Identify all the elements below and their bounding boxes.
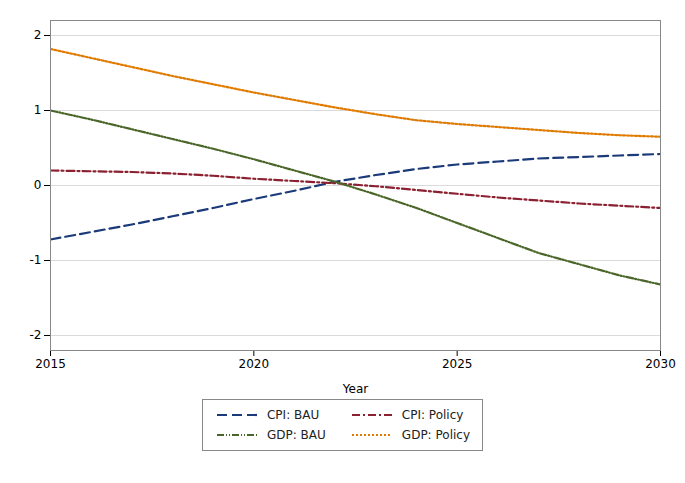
svg-text:2020: 2020 <box>239 357 270 371</box>
svg-text:2015: 2015 <box>35 357 66 371</box>
html-text:CPI: Policy: CPI: Policy <box>401 408 464 422</box>
svg-text:0: 0 <box>34 178 42 192</box>
svg-text:1: 1 <box>34 103 42 117</box>
svg-text:2: 2 <box>34 28 42 42</box>
html-text:GDP: Policy: GDP: Policy <box>401 428 470 442</box>
html-text:CPI: BAU: CPI: BAU <box>267 408 320 422</box>
svg-text:-2: -2 <box>30 328 42 342</box>
svg-text:Year: Year <box>342 382 368 396</box>
svg-text:-1: -1 <box>30 253 42 267</box>
html-text:GDP: BAU: GDP: BAU <box>267 428 326 442</box>
svg-text:2025: 2025 <box>442 357 473 371</box>
svg-text:2030: 2030 <box>645 357 676 371</box>
